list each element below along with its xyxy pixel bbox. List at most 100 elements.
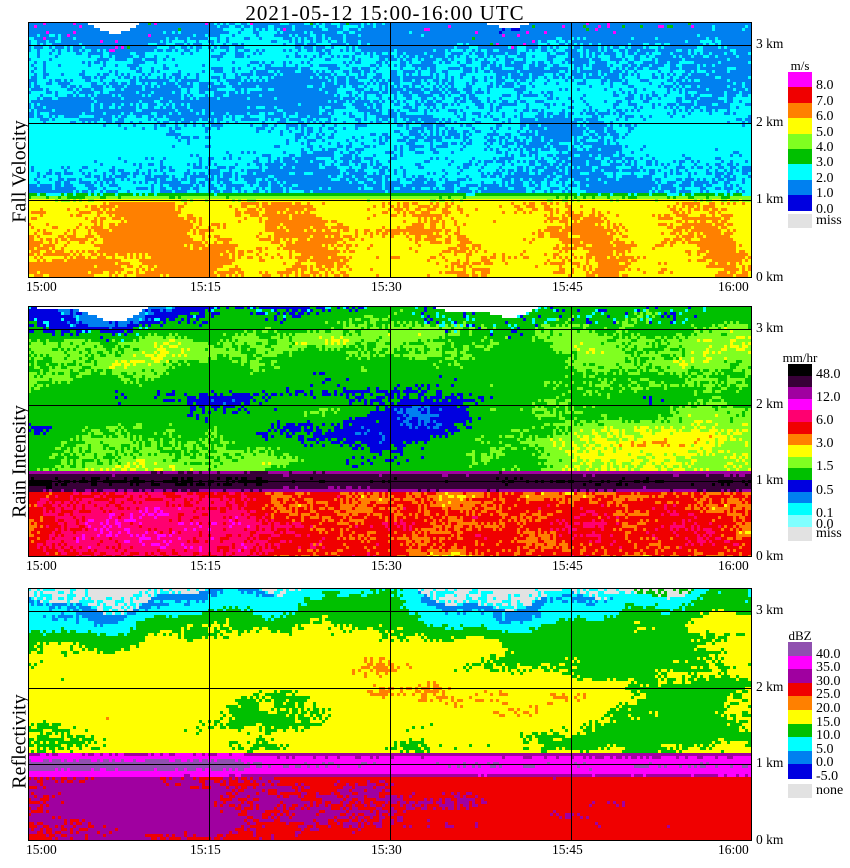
x-tick-1-1: 15:15 bbox=[190, 558, 221, 573]
x-tick-2-2: 15:30 bbox=[371, 842, 402, 857]
colorbar-band-fall-velocity-1 bbox=[788, 87, 812, 104]
colorbar-label-reflectivity-8: 0.0 bbox=[816, 755, 834, 771]
colorbar-band-rain-intensity-8 bbox=[788, 456, 812, 469]
y-tick-0-3: 0 km bbox=[756, 269, 784, 284]
colorbar-band-fall-velocity-8 bbox=[788, 195, 812, 212]
colorbar-band-reflectivity-7 bbox=[788, 737, 812, 752]
colorbar-label-reflectivity-2: 30.0 bbox=[816, 673, 841, 689]
y-tick-1-0: 3 km bbox=[756, 319, 784, 335]
colorbar-label-fall-velocity-0: 8.0 bbox=[816, 78, 834, 94]
colorbar-label-fall-velocity-6: 2.0 bbox=[816, 170, 834, 186]
colorbar-band-rain-intensity-0 bbox=[788, 364, 812, 377]
colorbar-label-fall-velocity-2: 6.0 bbox=[816, 109, 834, 125]
colorbar-band-reflectivity-2 bbox=[788, 669, 812, 684]
y-tick-2-0: 3 km bbox=[756, 602, 784, 617]
colorbar-label-rain-intensity-10: 0.5 bbox=[816, 482, 834, 498]
x-tick-0-3: 15:45 bbox=[552, 279, 583, 294]
colorbar-label-rain-intensity-12: 0.1 bbox=[816, 505, 834, 521]
colorbar-label-rain-intensity-2: 12.0 bbox=[816, 389, 841, 405]
x-tick-1-4: 16:00 bbox=[718, 558, 749, 573]
colorbar-label-reflectivity-6: 10.0 bbox=[816, 728, 841, 744]
colorbar-label-reflectivity-5: 15.0 bbox=[816, 714, 841, 730]
colorbar-band-fall-velocity-5 bbox=[788, 149, 812, 165]
y-tick-2-2: 1 km bbox=[756, 755, 784, 771]
colorbar-label-fall-velocity-4: 4.0 bbox=[816, 140, 834, 155]
x-tick-2-3: 15:45 bbox=[552, 842, 583, 857]
colorbar-label-rain-intensity-8: 1.5 bbox=[816, 459, 834, 475]
y-tick-0-2: 1 km bbox=[756, 191, 784, 207]
x-tick-0-2: 15:30 bbox=[371, 279, 402, 294]
colorbar-band-fall-velocity-2 bbox=[788, 102, 812, 119]
x-tick-1-2: 15:30 bbox=[371, 558, 402, 573]
colorbar-title-reflectivity: dBZ bbox=[788, 628, 812, 643]
colorbar-band-reflectivity-9 bbox=[788, 764, 812, 779]
colorbar-band-rain-intensity-4 bbox=[788, 410, 812, 423]
x-tick-2-0: 15:00 bbox=[26, 842, 57, 857]
colorbar-label-rain-intensity-0: 48.0 bbox=[816, 366, 841, 382]
colorbar-band-rain-intensity-13 bbox=[788, 514, 812, 527]
colorbar-band-fall-velocity-3 bbox=[788, 118, 812, 135]
colorbar-band-rain-intensity-2 bbox=[788, 387, 812, 400]
colorbar-extra-swatch-reflectivity bbox=[788, 784, 812, 798]
colorbar-label-reflectivity-4: 20.0 bbox=[816, 701, 841, 716]
panel-reflectivity[interactable] bbox=[28, 588, 752, 841]
y-tick-0-0: 3 km bbox=[756, 36, 784, 52]
x-tick-2-1: 15:15 bbox=[190, 842, 221, 857]
colorbar-label-reflectivity-1: 35.0 bbox=[816, 660, 841, 676]
panel-fall-velocity[interactable] bbox=[28, 22, 752, 278]
colorbar-band-rain-intensity-1 bbox=[788, 375, 812, 388]
colorbar-extra-label-fall-velocity: miss bbox=[816, 213, 842, 228]
colorbar-extra-label-reflectivity: none bbox=[816, 783, 844, 798]
colorbar-extra-label-rain-intensity: miss bbox=[816, 526, 842, 541]
colorbar-label-fall-velocity-5: 3.0 bbox=[816, 155, 834, 171]
y-tick-1-3: 0 km bbox=[756, 548, 784, 563]
colorbar-label-reflectivity-3: 25.0 bbox=[816, 687, 841, 703]
colorbar-band-reflectivity-5 bbox=[788, 710, 812, 725]
x-tick-0-0: 15:00 bbox=[26, 279, 57, 294]
x-tick-0-1: 15:15 bbox=[190, 279, 221, 294]
y-tick-2-3: 0 km bbox=[756, 832, 784, 847]
colorbar-label-rain-intensity-6: 3.0 bbox=[816, 436, 834, 452]
colorbar-band-fall-velocity-0 bbox=[788, 72, 812, 88]
colorbar-band-fall-velocity-7 bbox=[788, 179, 812, 196]
colorbar-band-reflectivity-4 bbox=[788, 696, 812, 711]
colorbar-band-reflectivity-6 bbox=[788, 723, 812, 738]
colorbar-band-reflectivity-1 bbox=[788, 655, 812, 670]
colorbar-label-reflectivity-9: -5.0 bbox=[816, 769, 839, 784]
colorbar-band-rain-intensity-9 bbox=[788, 468, 812, 481]
colorbar-label-rain-intensity-4: 6.0 bbox=[816, 413, 834, 428]
colorbar-band-reflectivity-0 bbox=[788, 642, 812, 657]
colorbar-band-rain-intensity-5 bbox=[788, 422, 812, 435]
colorbar-extra-swatch-rain-intensity bbox=[788, 527, 812, 541]
colorbar-band-fall-velocity-6 bbox=[788, 164, 812, 181]
colorbar-label-fall-velocity-3: 5.0 bbox=[816, 124, 834, 140]
y-tick-2-1: 2 km bbox=[756, 678, 784, 694]
colorbar-band-rain-intensity-10 bbox=[788, 480, 812, 493]
x-tick-1-0: 15:00 bbox=[26, 558, 57, 573]
colorbar-label-fall-velocity-7: 1.0 bbox=[816, 186, 834, 202]
colorbar-title-fall-velocity: m/s bbox=[790, 58, 810, 73]
y-tick-0-1: 2 km bbox=[756, 113, 784, 129]
panel-rain-intensity[interactable] bbox=[28, 306, 752, 557]
colorbar-band-rain-intensity-7 bbox=[788, 445, 812, 458]
colorbar-title-rain-intensity: mm/hr bbox=[782, 350, 818, 365]
y-tick-1-1: 2 km bbox=[756, 395, 784, 411]
page-title: 2021-05-12 15:00-16:00 UTC bbox=[245, 1, 525, 25]
colorbar-label-reflectivity-7: 5.0 bbox=[816, 741, 834, 757]
colorbar-extra-swatch-fall-velocity bbox=[788, 214, 812, 228]
x-tick-0-4: 16:00 bbox=[718, 279, 749, 294]
colorbar-band-rain-intensity-11 bbox=[788, 491, 812, 504]
colorbar-band-rain-intensity-12 bbox=[788, 503, 812, 516]
colorbar-label-reflectivity-0: 40.0 bbox=[816, 646, 841, 662]
colorbar-band-fall-velocity-4 bbox=[788, 133, 812, 150]
colorbar-label-fall-velocity-8: 0.0 bbox=[816, 201, 834, 217]
colorbar-label-fall-velocity-1: 7.0 bbox=[816, 93, 834, 109]
x-tick-1-3: 15:45 bbox=[552, 558, 583, 573]
colorbar-band-rain-intensity-6 bbox=[788, 433, 812, 446]
colorbar-label-rain-intensity-13: 0.0 bbox=[816, 517, 834, 533]
colorbar-band-reflectivity-8 bbox=[788, 750, 812, 765]
colorbar-band-rain-intensity-3 bbox=[788, 398, 812, 411]
colorbar-band-reflectivity-3 bbox=[788, 682, 812, 697]
y-tick-1-2: 1 km bbox=[756, 471, 784, 487]
